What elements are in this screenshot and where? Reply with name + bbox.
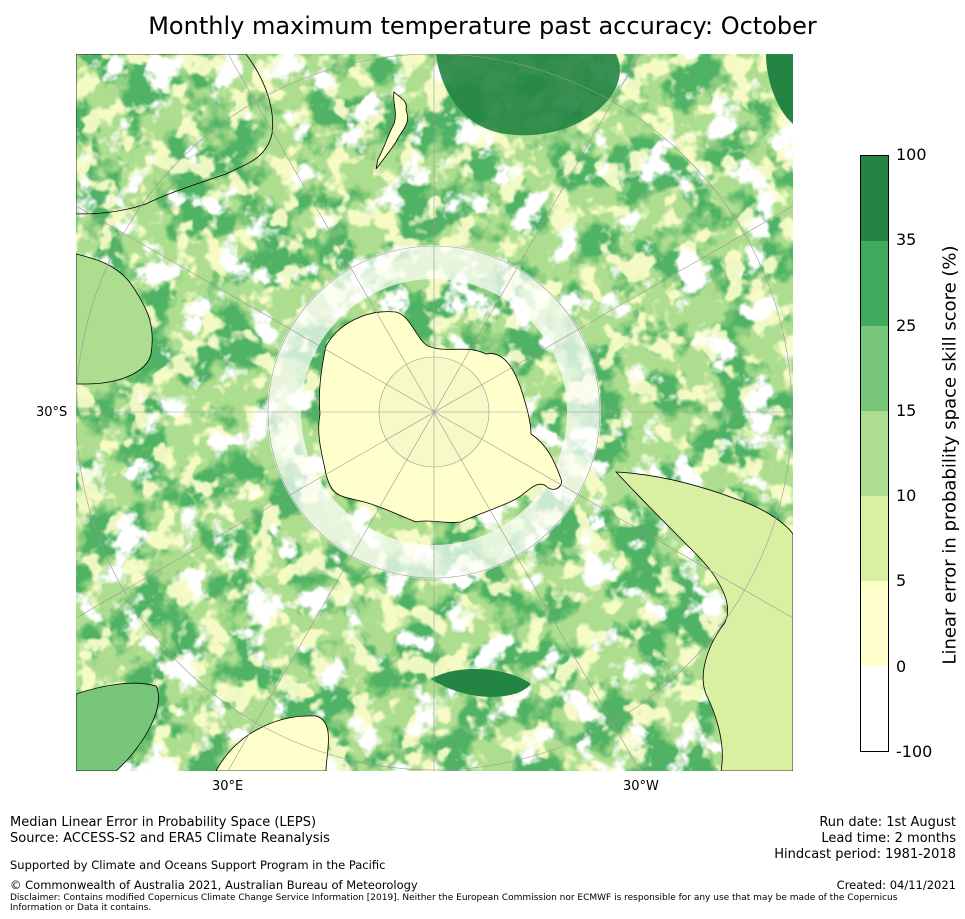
latitude-label: 30°S (36, 405, 68, 420)
colorbar-bin (861, 241, 888, 326)
australia (76, 253, 153, 385)
footer-disclaimer: Disclaimer: Contains modified Copernicus… (10, 893, 940, 913)
high-skill-south-pacific (431, 668, 531, 697)
high-skill-top (436, 54, 620, 136)
australia-north (76, 54, 274, 215)
colorbar-tick-label: 15 (896, 400, 917, 420)
footer-method: Median Linear Error in Probability Space… (10, 815, 330, 847)
footer-run-info: Run date: 1st August Lead time: 2 months… (774, 815, 956, 863)
africa-south (215, 715, 329, 771)
colorbar-tick-label: 100 (896, 145, 927, 164)
colorbar-tick-label: 25 (896, 315, 917, 335)
map-title: Monthly maximum temperature past accurac… (148, 12, 817, 40)
footer-created: Created: 04/11/2021 (836, 878, 956, 892)
colorbar-bin (861, 496, 888, 581)
footer-copyright: © Commonwealth of Australia 2021, Austra… (10, 878, 418, 892)
south-america (615, 471, 793, 771)
footer-run-date: Run date: 1st August (819, 815, 956, 830)
colorbar-bin (861, 326, 888, 411)
colorbar (860, 155, 889, 752)
footer-supported: Supported by Climate and Oceans Support … (10, 858, 386, 872)
colorbar-tick-label: 35 (896, 230, 917, 250)
colorbar-tick-label: 10 (896, 486, 917, 506)
colorbar-tick-label: -100 (896, 742, 933, 761)
longitude-label-east: 30°E (212, 779, 244, 794)
footer-hindcast: Hindcast period: 1981-2018 (774, 847, 956, 862)
graticule (76, 54, 793, 771)
footer-lead-time: Lead time: 2 months (821, 831, 956, 846)
colorbar-bin (861, 411, 888, 496)
colorbar-bin (861, 156, 888, 241)
colorbar-bin (861, 666, 888, 751)
high-skill-top-right (766, 54, 793, 124)
colorbar-tick-label: 0 (896, 656, 907, 676)
africa (76, 682, 159, 771)
colorbar-tick-label: 5 (896, 571, 907, 591)
colorbar-bin (861, 581, 888, 666)
new-zealand (375, 91, 408, 170)
south-polar-skill-map (76, 54, 793, 771)
longitude-label-west: 30°W (623, 779, 659, 794)
footer-line-source: Source: ACCESS-S2 and ERA5 Climate Reana… (10, 831, 330, 846)
footer-disclaimer-line-2: Information or Data it contains. (10, 903, 152, 913)
footer-disclaimer-line-1: Disclaimer: Contains modified Copernicus… (10, 893, 898, 903)
footer-line-leps: Median Linear Error in Probability Space… (10, 815, 317, 830)
colorbar-label: Linear error in probability space skill … (939, 245, 961, 665)
